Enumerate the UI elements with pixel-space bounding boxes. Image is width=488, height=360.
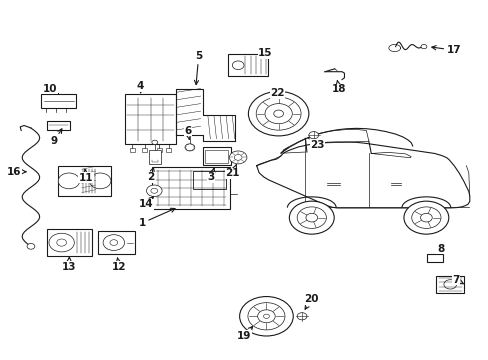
FancyBboxPatch shape	[125, 94, 176, 144]
FancyBboxPatch shape	[427, 254, 442, 262]
Circle shape	[305, 213, 317, 222]
FancyBboxPatch shape	[157, 148, 161, 152]
Circle shape	[411, 207, 440, 228]
Circle shape	[229, 151, 246, 164]
FancyBboxPatch shape	[58, 166, 111, 196]
Circle shape	[184, 144, 194, 151]
FancyBboxPatch shape	[149, 150, 160, 164]
Circle shape	[297, 313, 306, 320]
Text: 7: 7	[451, 275, 463, 285]
Text: 10: 10	[43, 84, 58, 94]
Circle shape	[420, 213, 431, 222]
Text: 6: 6	[184, 126, 191, 139]
FancyBboxPatch shape	[228, 54, 268, 76]
Circle shape	[297, 207, 326, 228]
Circle shape	[403, 201, 448, 234]
Text: 23: 23	[310, 139, 324, 150]
Text: 12: 12	[112, 258, 126, 272]
Text: 20: 20	[304, 294, 318, 309]
Circle shape	[257, 310, 275, 323]
Circle shape	[234, 154, 242, 160]
Circle shape	[58, 173, 80, 189]
FancyBboxPatch shape	[47, 229, 92, 256]
FancyBboxPatch shape	[205, 150, 227, 163]
Text: 5: 5	[194, 51, 202, 85]
Text: 21: 21	[225, 165, 240, 178]
Text: 3: 3	[207, 168, 215, 182]
Text: 16: 16	[7, 167, 26, 177]
Text: 4: 4	[137, 81, 144, 93]
Circle shape	[308, 132, 318, 139]
Text: 13: 13	[61, 257, 76, 272]
Circle shape	[256, 97, 301, 130]
Circle shape	[247, 303, 285, 330]
FancyBboxPatch shape	[98, 231, 135, 254]
FancyBboxPatch shape	[435, 276, 464, 293]
Circle shape	[420, 44, 426, 49]
Circle shape	[49, 233, 74, 252]
Circle shape	[273, 110, 283, 117]
Circle shape	[443, 280, 456, 289]
Text: 9: 9	[50, 129, 62, 146]
Circle shape	[57, 239, 66, 246]
FancyBboxPatch shape	[142, 148, 147, 152]
Circle shape	[232, 61, 244, 69]
Circle shape	[263, 314, 269, 319]
FancyBboxPatch shape	[193, 171, 226, 189]
Circle shape	[110, 240, 118, 246]
Text: 1: 1	[138, 208, 175, 228]
Circle shape	[151, 188, 158, 193]
Circle shape	[239, 297, 293, 336]
FancyBboxPatch shape	[130, 148, 135, 152]
Circle shape	[146, 185, 162, 197]
Circle shape	[248, 91, 308, 136]
Circle shape	[103, 235, 124, 251]
Text: 14: 14	[139, 197, 153, 210]
FancyBboxPatch shape	[47, 121, 70, 130]
Text: 2: 2	[146, 168, 154, 183]
Circle shape	[152, 140, 158, 144]
Text: 15: 15	[258, 48, 272, 58]
Text: 8: 8	[436, 244, 443, 254]
Circle shape	[264, 104, 292, 124]
Circle shape	[289, 201, 333, 234]
FancyBboxPatch shape	[166, 148, 171, 152]
Circle shape	[27, 243, 35, 249]
Text: 19: 19	[237, 327, 252, 341]
FancyBboxPatch shape	[152, 167, 229, 209]
FancyBboxPatch shape	[203, 147, 231, 165]
Text: 18: 18	[331, 81, 346, 94]
Text: 11: 11	[79, 169, 93, 183]
Circle shape	[89, 173, 111, 189]
Text: 22: 22	[270, 88, 285, 98]
FancyBboxPatch shape	[41, 94, 76, 108]
Text: 17: 17	[431, 45, 461, 55]
